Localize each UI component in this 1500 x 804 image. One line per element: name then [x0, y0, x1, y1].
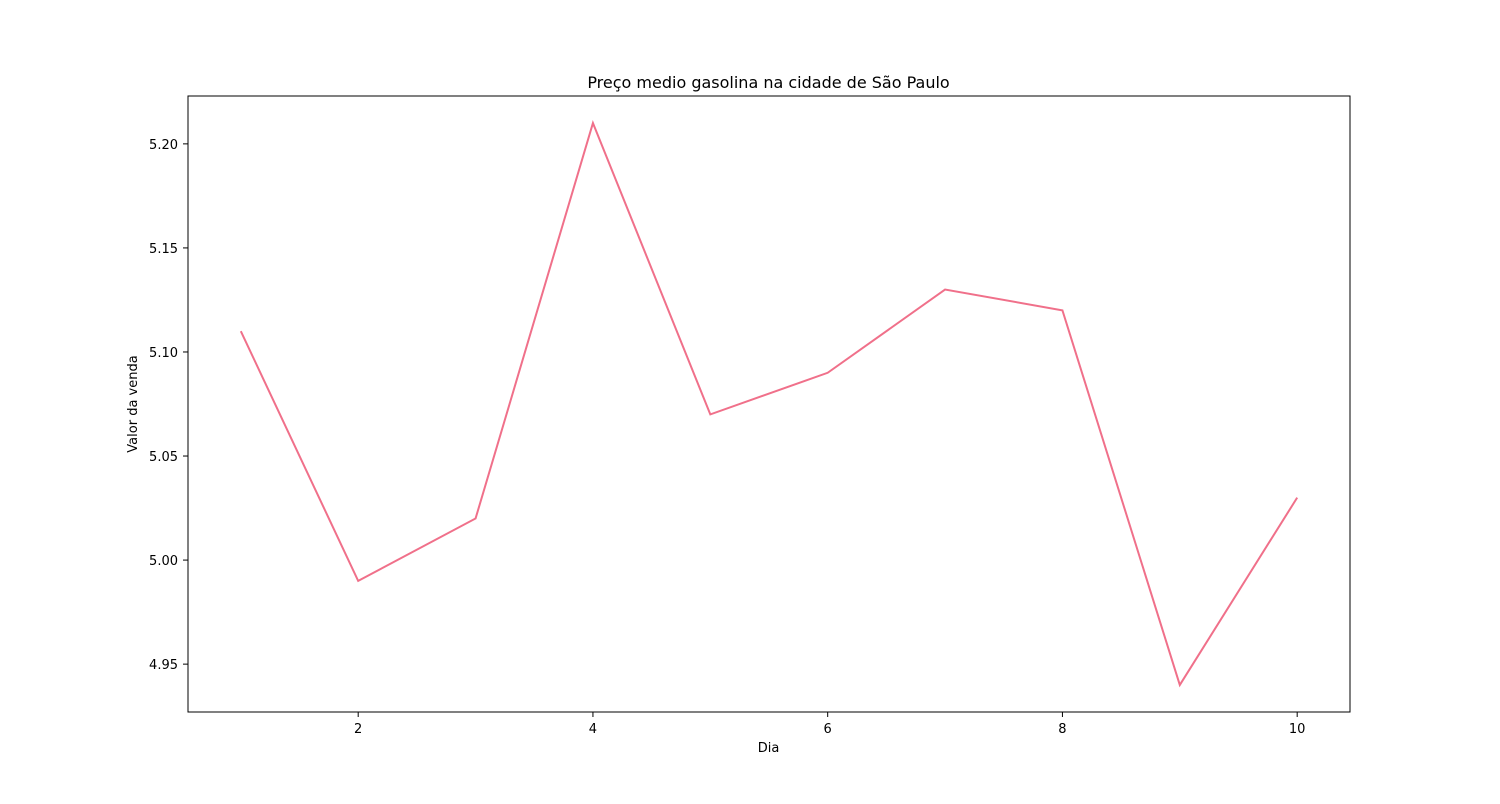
x-tick-label: 2 — [354, 722, 362, 737]
plot-frame — [187, 95, 1351, 713]
y-tick-label: 5.20 — [149, 138, 178, 153]
x-tick-label: 4 — [589, 722, 597, 737]
data-point — [1179, 684, 1181, 686]
x-axis-label: Dia — [758, 741, 780, 756]
data-point — [240, 330, 242, 332]
x-tick-label: 10 — [1289, 722, 1306, 737]
data-point — [709, 413, 711, 415]
data-point — [475, 517, 477, 519]
y-axis: 4.95 5.00 5.05 5.10 5.15 5.20 — [149, 138, 188, 673]
y-axis-label: Valor da venda — [126, 355, 141, 452]
data-point — [592, 122, 594, 124]
y-tick-label: 4.95 — [149, 658, 178, 673]
data-point — [1061, 309, 1063, 311]
y-tick-label: 5.05 — [149, 450, 178, 465]
x-tick-label: 8 — [1058, 722, 1066, 737]
series-layer — [239, 120, 1299, 688]
chart-title: Preço medio gasolina na cidade de São Pa… — [587, 73, 949, 92]
data-point — [827, 372, 829, 374]
y-tick-label: 5.00 — [149, 554, 178, 569]
y-tick-label: 5.10 — [149, 346, 178, 361]
x-tick-label: 6 — [824, 722, 832, 737]
plot-area — [187, 95, 1351, 713]
data-point — [357, 580, 359, 582]
series-line — [239, 120, 1299, 688]
x-axis: 2 4 6 8 10 — [354, 712, 1305, 737]
data-point — [1296, 497, 1298, 499]
data-point — [944, 289, 946, 291]
y-tick-label: 5.15 — [149, 242, 178, 257]
